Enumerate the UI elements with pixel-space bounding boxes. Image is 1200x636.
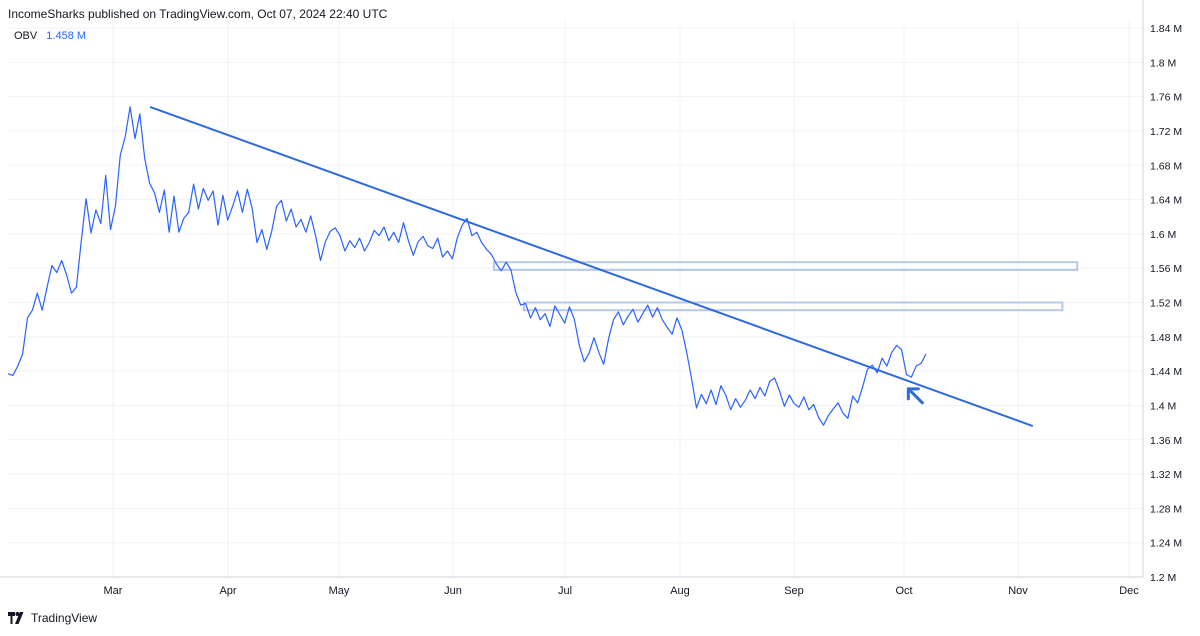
y-tick-label: 1.52 M	[1150, 298, 1182, 310]
indicator-name: OBV	[14, 30, 38, 42]
resistance-zones	[493, 261, 1079, 312]
x-tick-label: Dec	[1119, 585, 1139, 597]
published-caption: IncomeSharks published on TradingView.co…	[8, 7, 388, 21]
y-tick-label: 1.32 M	[1150, 469, 1182, 481]
y-tick-label: 1.2 M	[1150, 572, 1176, 584]
trendline-group	[149, 105, 1034, 427]
time-axis: Mar Apr May Jun Jul Aug Sep Oct Nov Dec	[104, 585, 1140, 597]
annotation-group	[906, 387, 924, 405]
resistance-zone	[493, 261, 1079, 271]
y-tick-label: 1.24 M	[1150, 538, 1182, 550]
price-axis: 1.84 M 1.8 M 1.76 M 1.72 M 1.68 M 1.64 M 1.6 M…	[1150, 23, 1182, 584]
y-tick-label: 1.72 M	[1150, 126, 1182, 138]
obv-line	[7, 106, 927, 426]
indicator-value: 1.458 M	[46, 30, 87, 42]
y-tick-label: 1.4 M	[1150, 400, 1176, 412]
x-tick-label: Jul	[558, 585, 572, 597]
x-tick-label: Sep	[784, 585, 804, 597]
arrow-pointer-icon	[906, 387, 924, 405]
x-tick-label: Mar	[104, 585, 123, 597]
y-tick-label: 1.48 M	[1150, 332, 1182, 344]
y-tick-label: 1.64 M	[1150, 195, 1182, 207]
x-tick-label: Apr	[219, 585, 236, 597]
y-tick-label: 1.68 M	[1150, 160, 1182, 172]
y-tick-label: 1.56 M	[1150, 263, 1182, 275]
x-tick-label: Oct	[895, 585, 912, 597]
y-tick-label: 1.76 M	[1150, 92, 1182, 104]
chart-grid	[0, 0, 1144, 578]
x-tick-label: May	[329, 585, 350, 597]
obv-series-group	[7, 106, 927, 426]
footer-branding[interactable]: TradingView	[8, 609, 97, 627]
x-tick-label: Nov	[1008, 585, 1028, 597]
x-tick-label: Jun	[444, 585, 462, 597]
indicator-legend[interactable]: OBV 1.458 M	[14, 30, 86, 42]
y-tick-label: 1.84 M	[1150, 23, 1182, 35]
x-tick-label: Aug	[670, 585, 690, 597]
resistance-zone	[522, 301, 1064, 312]
y-tick-label: 1.44 M	[1150, 366, 1182, 378]
y-tick-label: 1.8 M	[1150, 57, 1176, 69]
y-tick-label: 1.28 M	[1150, 503, 1182, 515]
y-tick-label: 1.36 M	[1150, 435, 1182, 447]
tradingview-logo-icon	[8, 612, 24, 624]
y-tick-label: 1.6 M	[1150, 229, 1176, 241]
tradingview-brand: TradingView	[31, 611, 98, 625]
trendline	[149, 105, 1034, 427]
